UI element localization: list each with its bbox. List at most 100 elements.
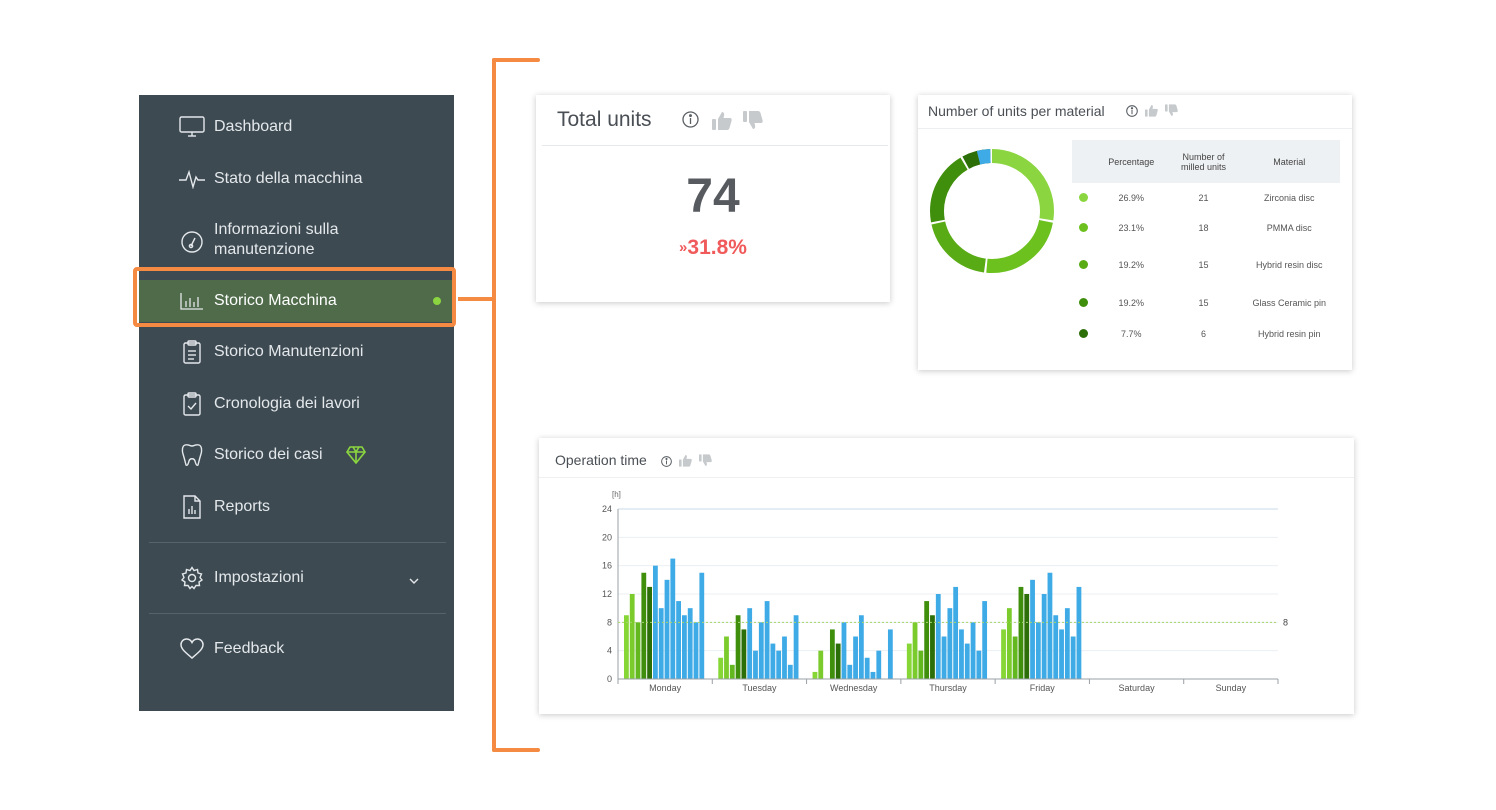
bar	[906, 643, 912, 679]
sidebar-item-cronologia[interactable]: Cronologia dei lavori	[139, 384, 454, 424]
table-header-percentage: Percentage	[1094, 140, 1169, 183]
table-row: 23.1% 18 PMMA disc	[1072, 213, 1340, 243]
thumbs-down-icon[interactable]	[1165, 104, 1178, 122]
diamond-icon	[346, 446, 366, 469]
bar	[924, 601, 930, 679]
bar	[1012, 636, 1018, 679]
bracket-line	[492, 58, 496, 752]
bar	[864, 657, 870, 679]
thumbs-up-icon[interactable]	[1145, 104, 1158, 122]
bar	[841, 622, 847, 679]
sidebar-item-stato[interactable]: Stato della macchina	[139, 159, 454, 199]
card-divider	[918, 128, 1352, 129]
sidebar-item-label: Cronologia dei lavori	[214, 395, 360, 412]
bar	[812, 671, 818, 679]
bar	[793, 615, 799, 679]
sidebar-item-impostazioni[interactable]: Impostazioni	[139, 558, 454, 598]
report-file-icon	[179, 494, 205, 520]
legend-dot	[1072, 183, 1094, 213]
cell-percentage: 7.7%	[1121, 329, 1142, 339]
sidebar-item-storico-macchina[interactable]: Storico Macchina	[139, 280, 454, 322]
bar	[724, 636, 729, 679]
sidebar-item-dashboard[interactable]: Dashboard	[139, 107, 454, 147]
sidebar-item-feedback[interactable]: Feedback	[139, 629, 454, 669]
info-icon[interactable]	[682, 111, 699, 133]
donut-slice	[930, 149, 1054, 273]
x-tick-label: Saturday	[1119, 683, 1156, 693]
table-row: 26.9% 21 Zirconia disc	[1072, 183, 1340, 213]
bar	[776, 650, 782, 679]
bar	[1053, 615, 1059, 679]
monitor-icon	[179, 114, 205, 140]
x-tick-label: Wednesday	[830, 683, 878, 693]
bar	[853, 636, 858, 679]
bar	[664, 579, 670, 679]
sidebar-item-label: Informazioni sulla manutenzione	[214, 221, 339, 258]
sidebar-item-label: Stato della macchina	[214, 170, 363, 187]
sidebar-item-label: Dashboard	[214, 118, 293, 135]
bracket-connector	[458, 297, 494, 301]
table-header-material: Material	[1238, 140, 1340, 183]
total-units-value: 74	[686, 170, 740, 223]
sidebar-item-label: Impostazioni	[214, 569, 304, 586]
bar	[687, 608, 693, 679]
cell-material: Glass Ceramic pin	[1252, 298, 1327, 308]
reference-line-label: 8	[1283, 617, 1288, 627]
thumbs-down-icon[interactable]	[743, 111, 763, 135]
bar	[1064, 608, 1070, 679]
sidebar-item-storico-casi[interactable]: Storico dei casi	[139, 435, 454, 475]
info-icon[interactable]	[661, 454, 672, 472]
bar	[918, 650, 924, 679]
bar	[947, 608, 953, 679]
bracket-bottom	[492, 748, 540, 752]
bar	[782, 636, 787, 679]
cell-percentage: 26.9%	[1118, 193, 1145, 203]
table-row: 7.7% 6 Hybrid resin pin	[1072, 319, 1340, 349]
cell-percentage: 19.2%	[1118, 298, 1145, 308]
info-icon[interactable]	[1126, 104, 1138, 122]
sidebar-item-manutenzione-info[interactable]: Informazioni sulla manutenzione	[139, 220, 454, 260]
y-tick-label: 12	[602, 589, 612, 599]
sidebar: Dashboard Stato della macchina Informazi…	[139, 95, 454, 711]
bracket-top	[492, 58, 540, 62]
y-axis-label: [h]	[612, 490, 621, 499]
thumbs-down-icon[interactable]	[699, 454, 712, 472]
clipboard-check-icon	[179, 391, 205, 417]
bar	[676, 601, 681, 679]
material-table: Percentage Number of milled units Materi…	[1072, 140, 1340, 349]
cell-material: Hybrid resin disc	[1256, 260, 1323, 270]
bar	[753, 650, 758, 679]
bar	[1006, 608, 1012, 679]
bar	[647, 586, 652, 679]
legend-dot	[1072, 319, 1094, 349]
bar	[1059, 629, 1064, 679]
table-header-dot	[1072, 140, 1094, 183]
bar	[982, 601, 988, 679]
bar	[835, 643, 841, 679]
bar	[787, 664, 793, 679]
gauge-icon	[179, 229, 205, 255]
bar	[941, 636, 947, 679]
bar	[829, 629, 835, 679]
thumbs-up-icon[interactable]	[679, 454, 692, 472]
legend-dot	[1072, 213, 1094, 243]
bar	[1047, 572, 1053, 679]
bar	[970, 622, 976, 679]
x-tick-label: Monday	[649, 683, 682, 693]
sidebar-item-label: Storico Manutenzioni	[214, 343, 364, 360]
donut-slice	[930, 149, 1054, 273]
sidebar-item-label: Reports	[214, 498, 271, 515]
tooth-icon	[179, 442, 205, 468]
x-tick-label: Friday	[1030, 683, 1056, 693]
thumbs-up-icon[interactable]	[712, 111, 732, 135]
double-chevron-down-icon: »	[679, 239, 688, 256]
bar	[658, 608, 664, 679]
card-divider	[542, 145, 888, 146]
sidebar-item-storico-manutenzioni[interactable]: Storico Manutenzioni	[139, 332, 454, 372]
operation-time-chart: [h] 0 4 8 12 16 20 24 Monday Tuesday Wednesday Thur…	[602, 490, 1288, 693]
bar	[770, 643, 776, 679]
bar	[764, 601, 770, 679]
chevron-down-icon[interactable]	[409, 572, 419, 590]
cell-units: 15	[1198, 298, 1209, 308]
sidebar-item-reports[interactable]: Reports	[139, 487, 454, 527]
